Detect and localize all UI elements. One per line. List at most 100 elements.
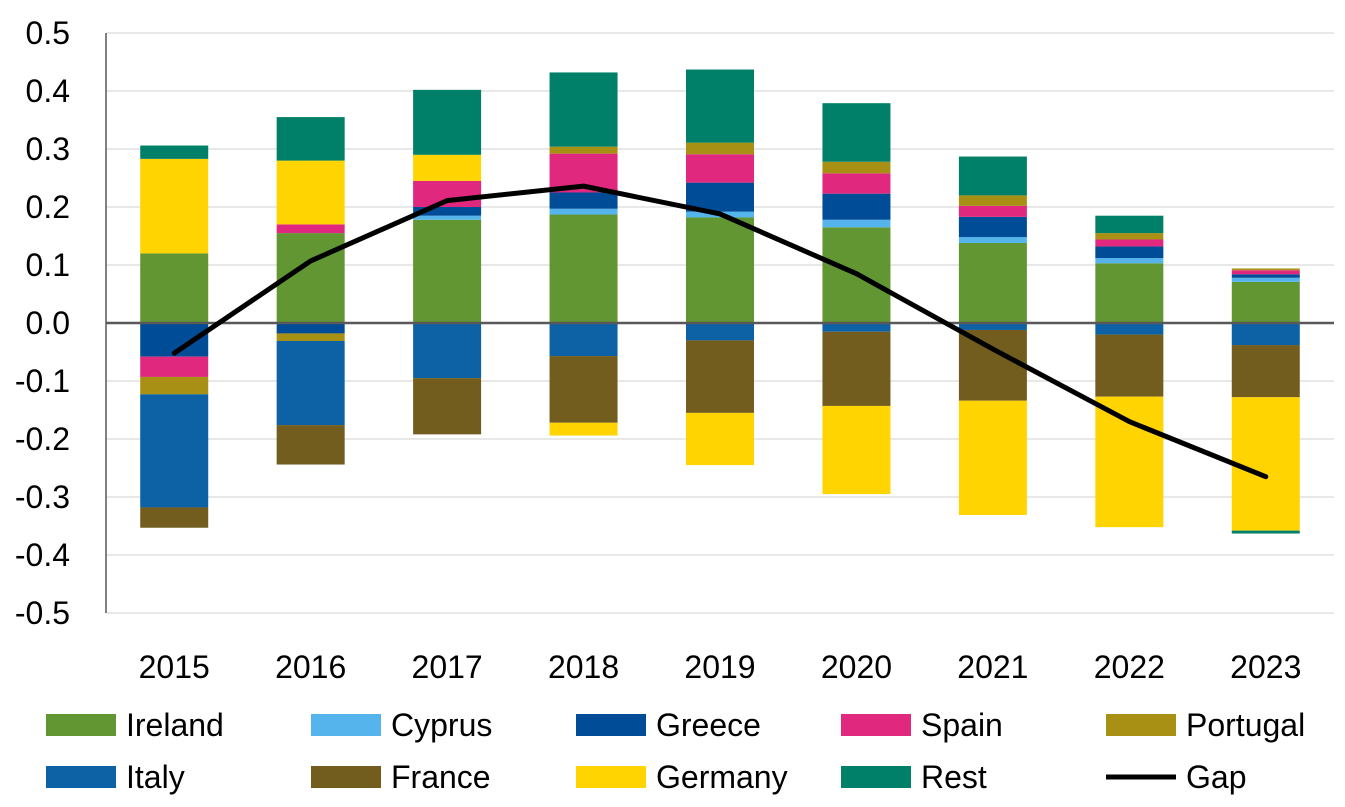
y-tick-label: 0.2 <box>26 189 70 225</box>
bar-segment-rest-2021 <box>958 156 1027 196</box>
legend-swatch-cyprus <box>311 714 381 736</box>
legend-label-italy: Italy <box>126 759 185 795</box>
bar-segment-spain-2023 <box>1231 270 1300 275</box>
bar-segment-rest-2015 <box>140 145 209 159</box>
y-tick-label: -0.3 <box>15 479 70 515</box>
y-tick-label: 0.3 <box>26 131 70 167</box>
legend-swatch-ireland <box>46 714 116 736</box>
bar-segment-portugal-2016 <box>276 333 345 341</box>
bar-segment-italy-2015 <box>140 394 209 508</box>
bar-segment-italy-2017 <box>413 323 482 379</box>
x-tick-label: 2022 <box>1094 649 1165 685</box>
bar-segment-france-2020 <box>822 331 891 406</box>
gap-line-series <box>171 183 1269 480</box>
y-tick-label: 0.4 <box>26 73 70 109</box>
bar-segment-spain-2020 <box>822 173 891 194</box>
bar-segment-portugal-2021 <box>958 195 1027 206</box>
bar-segment-rest-2022 <box>1095 215 1164 234</box>
y-axis-ticks: 0.5 0.4 0.3 0.2 0.1 0.0 -0.1 -0.2 -0.3 -0.4 -0.5 <box>15 15 70 631</box>
bar-segment-portugal-2018 <box>549 146 618 154</box>
bar-segment-france-2016 <box>276 425 345 465</box>
bar-segment-germany-2020 <box>822 405 891 495</box>
x-axis-ticks: 2015 2016 2017 2018 2019 2020 2021 2022 2023 <box>139 649 1302 685</box>
bar-segment-germany-2021 <box>958 400 1027 515</box>
x-tick-label: 2019 <box>684 649 755 685</box>
bar-segment-rest-2019 <box>686 69 754 143</box>
x-tick-label: 2020 <box>821 649 892 685</box>
bar-segment-spain-2021 <box>958 205 1027 217</box>
bar-segment-italy-2021 <box>958 323 1027 330</box>
bar-segment-ireland-2023 <box>1231 281 1300 323</box>
bar-segment-cyprus-2023 <box>1231 277 1300 282</box>
bar-segment-cyprus-2022 <box>1095 258 1164 264</box>
bar-segment-ireland-2022 <box>1095 263 1164 323</box>
bar-segment-cyprus-2018 <box>549 208 618 215</box>
legend-swatch-spain <box>841 714 911 736</box>
x-tick-label: 2021 <box>957 649 1028 685</box>
bar-segment-ireland-2015 <box>140 253 209 323</box>
bar-segment-portugal-2019 <box>686 142 754 155</box>
x-tick-label: 2023 <box>1230 649 1301 685</box>
bar-segment-france-2023 <box>1231 345 1300 398</box>
x-tick-label: 2017 <box>412 649 483 685</box>
bar-segment-germany-2023 <box>1231 397 1300 531</box>
bar-segment-portugal-2015 <box>140 376 209 395</box>
bar-segment-france-2017 <box>413 378 482 435</box>
bar-segment-spain-2016 <box>276 224 345 234</box>
bar-segment-ireland-2021 <box>958 242 1027 323</box>
bar-segment-cyprus-2017 <box>413 215 482 220</box>
y-tick-label: -0.2 <box>15 421 70 457</box>
legend-label-germany: Germany <box>656 759 788 795</box>
bar-segment-germany-2016 <box>276 160 345 225</box>
legend-swatch-portugal <box>1106 714 1176 736</box>
bar-segment-italy-2019 <box>686 323 754 341</box>
bar-segment-france-2018 <box>549 356 618 423</box>
legend-swatch-rest <box>841 766 911 788</box>
bar-segment-france-2015 <box>140 507 209 528</box>
bar-segment-greece-2018 <box>549 192 618 209</box>
bar-segment-cyprus-2020 <box>822 219 891 228</box>
bar-segment-rest-2020 <box>822 103 891 162</box>
bar-segment-germany-2019 <box>686 412 754 466</box>
bar-segment-italy-2023 <box>1231 323 1300 346</box>
bar-segment-germany-2018 <box>549 422 618 436</box>
y-tick-label: 0.1 <box>26 247 70 283</box>
bar-segment-rest-2018 <box>549 72 618 147</box>
bar-segment-portugal-2023 <box>1231 268 1300 271</box>
legend-label-france: France <box>391 759 491 795</box>
bar-segment-greece-2016 <box>276 323 345 334</box>
legend-label-greece: Greece <box>656 707 761 743</box>
legend-swatch-germany <box>576 766 646 788</box>
bar-segment-greece-2022 <box>1095 246 1164 259</box>
bar-segment-germany-2015 <box>140 158 209 254</box>
bar-segment-greece-2017 <box>413 207 482 216</box>
legend-label-gap: Gap <box>1186 759 1246 795</box>
y-tick-label: -0.4 <box>15 537 70 573</box>
bar-segment-spain-2022 <box>1095 239 1164 247</box>
bar-segment-greece-2023 <box>1231 274 1300 278</box>
bar-segment-italy-2022 <box>1095 323 1164 335</box>
bar-segment-greece-2021 <box>958 216 1027 238</box>
bar-segment-italy-2016 <box>276 340 345 426</box>
bar-segment-germany-2017 <box>413 154 482 181</box>
legend-label-spain: Spain <box>921 707 1003 743</box>
bar-segment-france-2022 <box>1095 334 1164 397</box>
bar-segment-cyprus-2021 <box>958 237 1027 243</box>
legend-label-portugal: Portugal <box>1186 707 1305 743</box>
bar-segment-portugal-2022 <box>1095 233 1164 240</box>
bar-segment-germany-2022 <box>1095 396 1164 528</box>
x-tick-label: 2018 <box>548 649 619 685</box>
bar-segment-ireland-2018 <box>549 214 618 323</box>
bar-segment-rest-2016 <box>276 117 345 161</box>
legend-label-rest: Rest <box>921 759 987 795</box>
y-tick-label: -0.5 <box>15 595 70 631</box>
legend: Ireland Cyprus Greece Spain Portugal Italy Fra… <box>46 707 1305 795</box>
bars <box>140 69 1300 534</box>
bar-segment-france-2021 <box>958 329 1027 401</box>
bar-segment-ireland-2019 <box>686 217 754 323</box>
bar-segment-france-2019 <box>686 340 754 413</box>
x-tick-label: 2016 <box>275 649 346 685</box>
bar-segment-ireland-2017 <box>413 219 482 323</box>
legend-swatch-greece <box>576 714 646 736</box>
